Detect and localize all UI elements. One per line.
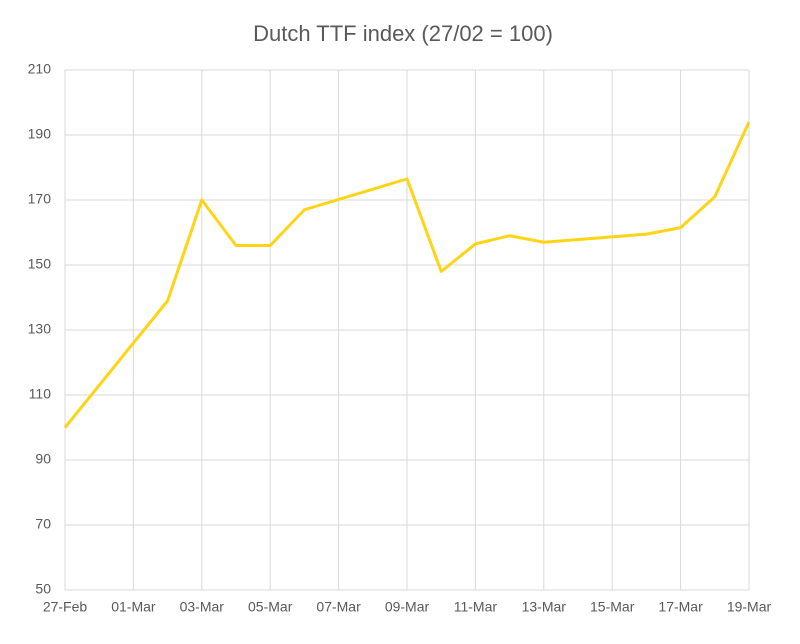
x-tick-label: 11-Mar — [454, 599, 498, 615]
x-tick-label: 07-Mar — [316, 599, 361, 615]
x-tick-label: 01-Mar — [111, 599, 156, 615]
x-tick-label: 19-Mar — [727, 599, 772, 615]
y-tick-label: 130 — [28, 321, 52, 337]
y-tick-label: 70 — [35, 516, 51, 532]
x-tick-label: 05-Mar — [248, 599, 293, 615]
x-tick-label: 17-Mar — [658, 599, 703, 615]
y-tick-label: 110 — [29, 386, 52, 402]
y-tick-label: 90 — [35, 451, 51, 467]
x-tick-label: 03-Mar — [180, 599, 225, 615]
chart-title: Dutch TTF index (27/02 = 100) — [253, 21, 553, 46]
x-tick-label: 15-Mar — [590, 599, 635, 615]
y-tick-label: 150 — [28, 256, 52, 272]
y-tick-label: 210 — [28, 61, 52, 77]
y-tick-label: 50 — [35, 581, 51, 597]
y-tick-label: 170 — [28, 191, 52, 207]
x-tick-label: 27-Feb — [43, 599, 88, 615]
y-tick-label: 190 — [28, 126, 52, 142]
x-tick-label: 13-Mar — [522, 599, 567, 615]
data-line — [63, 121, 751, 429]
x-tick-label: 09-Mar — [385, 599, 430, 615]
